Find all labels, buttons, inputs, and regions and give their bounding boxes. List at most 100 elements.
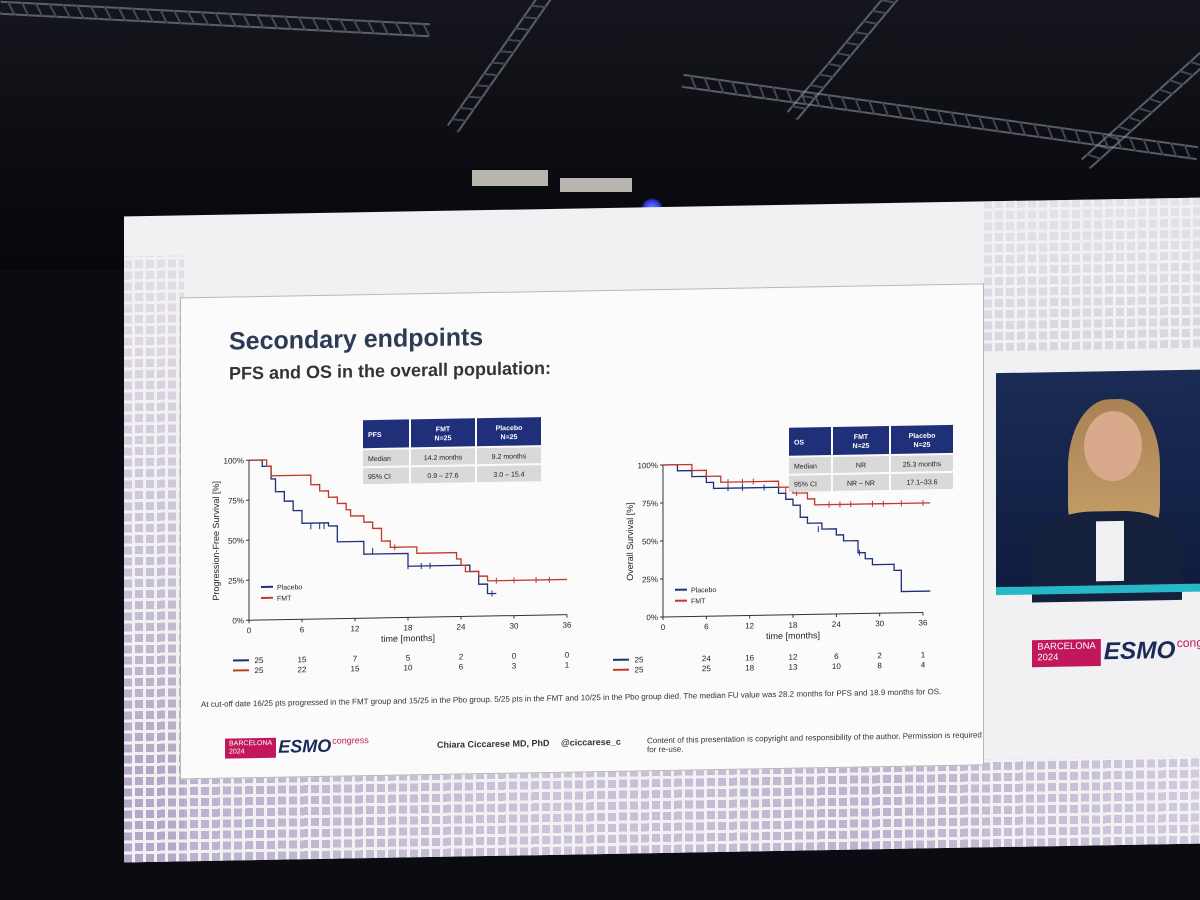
os-table-text: NR – NR — [847, 480, 875, 487]
logo-brand: ESMO — [1103, 636, 1176, 665]
os-x-tick-label: 36 — [919, 618, 928, 627]
os-risk-number: 1 — [921, 650, 926, 659]
ceiling-truss — [0, 0, 431, 38]
logo-year: 2024 — [1037, 652, 1059, 663]
pfs-table-text: N=25 — [435, 435, 452, 442]
ceiling-truss — [681, 73, 1199, 161]
os-risk-number: 25 — [635, 655, 644, 664]
os-y-tick-label: 0% — [646, 613, 658, 622]
pfs-table-text: Placebo — [496, 425, 523, 432]
pfs-table-text: Median — [368, 456, 391, 463]
os-risk-number: 24 — [702, 654, 711, 663]
pfs-table-text: PFS — [368, 432, 382, 439]
os-table-cell — [789, 427, 831, 456]
os-x-tick-label: 12 — [745, 621, 754, 630]
os-table-cell — [891, 454, 953, 473]
os-table-cell — [833, 456, 889, 474]
pfs-table-text: 3.0 – 15.4 — [493, 471, 524, 479]
os-table-text: Median — [794, 463, 817, 470]
pfs-x-axis-label: time [months] — [381, 633, 435, 644]
os-table-text: N=25 — [853, 443, 870, 450]
presentation-slide: Secondary endpoints PFS and OS in the ov… — [180, 283, 984, 780]
os-x-axis-label: time [months] — [766, 630, 820, 641]
pfs-y-tick-label: 50% — [228, 536, 244, 545]
os-y-axis-label: Overall Survival [%] — [625, 502, 635, 581]
os-legend-label: Placebo — [691, 587, 716, 594]
pfs-risk-number: 25 — [255, 656, 264, 665]
screen-mosaic-pattern — [984, 197, 1200, 352]
slide-handle: @ciccarese_c — [561, 736, 621, 748]
ceiling-truss — [446, 0, 574, 133]
pfs-x-tick-label: 18 — [404, 623, 413, 632]
os-table-text: NR — [856, 462, 866, 469]
logo-suffix: congress — [332, 735, 369, 746]
os-curve-fmt — [663, 463, 931, 506]
os-x-tick-label: 18 — [789, 621, 798, 630]
os-risk-number: 2 — [877, 651, 882, 660]
pfs-legend-label: FMT — [277, 595, 292, 602]
os-risk-number: 18 — [745, 663, 754, 672]
os-risk-number: 12 — [789, 653, 798, 662]
os-table-cell — [789, 475, 831, 492]
os-table-text: 95% CI — [794, 481, 817, 488]
pfs-risk-number: 25 — [255, 666, 264, 675]
slide-author: Chiara Ciccarese MD, PhD — [437, 737, 550, 750]
pfs-table-cell — [411, 448, 475, 466]
os-table-text: 17.1–33.6 — [906, 479, 937, 487]
ceiling-panel-light — [560, 178, 632, 192]
os-y-tick-label: 100% — [638, 461, 658, 470]
os-x-tick-label: 24 — [832, 620, 841, 629]
pfs-legend-label: Placebo — [277, 584, 302, 591]
esmo-logo: BARCELONA 2024 ESMO congress — [225, 735, 369, 759]
pfs-table-cell — [411, 418, 475, 448]
ceiling-panel-light — [472, 170, 548, 186]
os-risk-number: 16 — [745, 653, 754, 662]
pfs-risk-number: 3 — [512, 662, 517, 671]
os-table-text: Placebo — [909, 433, 936, 440]
logo-brand: ESMO — [278, 735, 332, 757]
os-x-tick-label: 0 — [661, 623, 666, 632]
os-table-cell — [789, 457, 831, 474]
os-table-cell — [891, 472, 953, 491]
pfs-y-tick-label: 0% — [232, 616, 244, 625]
os-y-tick-label: 75% — [642, 499, 658, 508]
pfs-risk-number: 10 — [404, 663, 413, 672]
pfs-y-tick-label: 100% — [224, 456, 244, 465]
pfs-risk-number: 6 — [459, 662, 464, 671]
logo-year: 2024 — [229, 747, 245, 756]
os-table-text: FMT — [854, 434, 869, 441]
pfs-x-tick-label: 12 — [351, 624, 360, 633]
screen-mosaic-pattern — [124, 255, 184, 863]
os-risk-number: 6 — [834, 652, 839, 661]
pfs-x-tick-label: 36 — [563, 621, 572, 630]
speaker-shirt — [1096, 520, 1124, 582]
os-risk-number: 25 — [635, 665, 644, 674]
pfs-table-text: 0.9 – 27.6 — [427, 473, 458, 481]
pfs-risk-number: 5 — [406, 653, 411, 662]
pfs-risk-number: 1 — [565, 661, 570, 670]
pfs-table-text: 95% CI — [368, 474, 391, 481]
pfs-table-cell — [363, 449, 409, 467]
os-table-cell — [833, 426, 889, 456]
pfs-risk-number: 22 — [298, 665, 307, 674]
pfs-table-cell — [477, 417, 541, 447]
pfs-risk-number: 15 — [298, 655, 307, 664]
pfs-y-axis-label: Progression-Free Survival [%] — [211, 481, 221, 601]
pfs-x-tick-label: 0 — [247, 626, 252, 635]
speaker-video-feed — [996, 369, 1200, 603]
os-table-text: OS — [794, 440, 804, 447]
pfs-table-cell — [477, 447, 541, 465]
os-table-text: N=25 — [914, 442, 931, 449]
pfs-y-tick-label: 25% — [228, 576, 244, 585]
pfs-table-text: FMT — [436, 426, 451, 433]
pfs-risk-number: 0 — [512, 652, 517, 661]
pfs-x-tick-label: 6 — [300, 625, 305, 634]
pfs-curve-fmt — [249, 459, 567, 582]
os-legend-label: FMT — [691, 598, 706, 605]
pfs-table-text: N=25 — [501, 434, 518, 441]
pfs-risk-number: 7 — [353, 654, 358, 663]
pfs-table-text: 14.2 months — [424, 454, 463, 462]
pfs-risk-number: 0 — [565, 651, 570, 660]
pfs-table-cell — [411, 466, 475, 484]
